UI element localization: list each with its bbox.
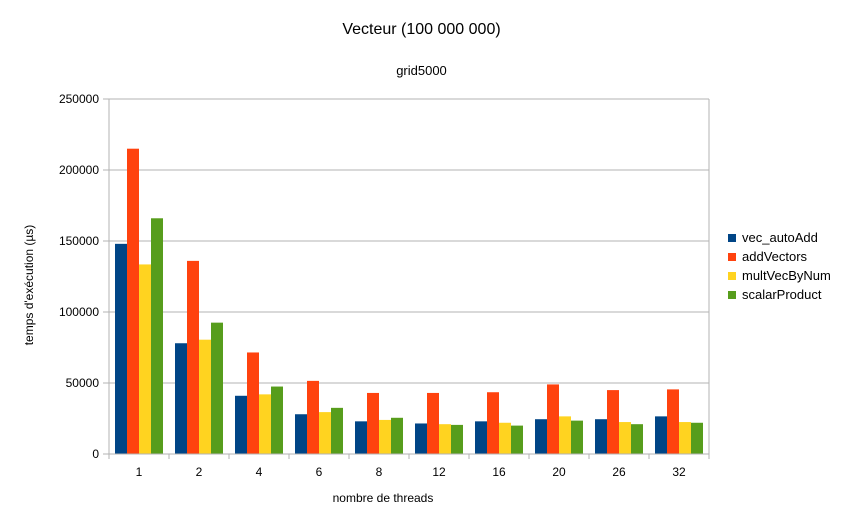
y-tick-label: 0 bbox=[92, 447, 99, 461]
bar-addVectors-8 bbox=[367, 392, 379, 454]
y-axis-label: temps d'exécution (µs) bbox=[22, 225, 36, 346]
bar-vec_autoAdd-26 bbox=[595, 419, 607, 454]
bar-multVecByNum-2 bbox=[199, 339, 211, 454]
chart-subtitle: grid5000 bbox=[396, 63, 447, 78]
y-tick-label: 250000 bbox=[59, 92, 99, 106]
bar-scalarProduct-2 bbox=[211, 322, 223, 454]
legend-item-scalarProduct: scalarProduct bbox=[728, 285, 831, 304]
y-tick-label: 150000 bbox=[59, 234, 99, 248]
x-tick-label: 2 bbox=[196, 465, 203, 479]
x-tick-label: 1 bbox=[136, 465, 143, 479]
bar-multVecByNum-12 bbox=[439, 424, 451, 454]
x-tick-label: 12 bbox=[432, 465, 446, 479]
bar-vec_autoAdd-12 bbox=[415, 423, 427, 454]
x-tick-label: 20 bbox=[552, 465, 566, 479]
bar-vec_autoAdd-20 bbox=[535, 419, 547, 454]
bar-addVectors-4 bbox=[247, 352, 259, 454]
bar-multVecByNum-32 bbox=[679, 422, 691, 454]
bar-addVectors-16 bbox=[487, 392, 499, 454]
bar-scalarProduct-20 bbox=[571, 420, 583, 454]
bars bbox=[115, 148, 703, 454]
bar-vec_autoAdd-4 bbox=[235, 395, 247, 454]
chart-title: Vecteur (100 000 000) bbox=[342, 21, 501, 38]
bar-scalarProduct-6 bbox=[331, 407, 343, 454]
legend-label: scalarProduct bbox=[742, 287, 822, 302]
x-tick-label: 4 bbox=[256, 465, 263, 479]
bar-multVecByNum-1 bbox=[139, 264, 151, 454]
bar-vec_autoAdd-16 bbox=[475, 421, 487, 454]
x-tick-label: 16 bbox=[492, 465, 506, 479]
bar-vec_autoAdd-32 bbox=[655, 416, 667, 454]
legend-swatch bbox=[728, 271, 736, 280]
bar-addVectors-32 bbox=[667, 389, 679, 454]
bar-addVectors-2 bbox=[187, 260, 199, 454]
legend-label: addVectors bbox=[742, 249, 808, 264]
legend-item-addVectors: addVectors bbox=[728, 247, 831, 266]
y-tick-label: 100000 bbox=[59, 305, 99, 319]
legend-item-vec_autoAdd: vec_autoAdd bbox=[728, 228, 831, 247]
bar-scalarProduct-4 bbox=[271, 386, 283, 454]
bar-scalarProduct-26 bbox=[631, 424, 643, 454]
bar-multVecByNum-20 bbox=[559, 416, 571, 454]
bar-addVectors-1 bbox=[127, 148, 139, 454]
bar-scalarProduct-12 bbox=[451, 424, 463, 454]
bar-multVecByNum-16 bbox=[499, 422, 511, 454]
bar-vec_autoAdd-2 bbox=[175, 343, 187, 454]
bar-addVectors-12 bbox=[427, 392, 439, 454]
bar-addVectors-6 bbox=[307, 380, 319, 454]
bar-scalarProduct-1 bbox=[151, 218, 163, 454]
bar-multVecByNum-8 bbox=[379, 419, 391, 454]
x-tick-label: 6 bbox=[316, 465, 323, 479]
bar-multVecByNum-6 bbox=[319, 412, 331, 454]
x-tick-label: 32 bbox=[672, 465, 686, 479]
x-tick-label: 8 bbox=[376, 465, 383, 479]
y-tick-label: 50000 bbox=[66, 376, 100, 390]
legend-label: multVecByNum bbox=[742, 268, 831, 283]
bar-addVectors-26 bbox=[607, 390, 619, 454]
legend-item-multVecByNum: multVecByNum bbox=[728, 266, 831, 285]
legend: vec_autoAdd addVectors multVecByNum scalarP… bbox=[728, 228, 831, 304]
bar-addVectors-20 bbox=[547, 384, 559, 454]
bar-vec_autoAdd-6 bbox=[295, 414, 307, 454]
legend-label: vec_autoAdd bbox=[742, 230, 818, 245]
bar-vec_autoAdd-1 bbox=[115, 243, 127, 454]
bar-scalarProduct-16 bbox=[511, 425, 523, 454]
legend-swatch bbox=[728, 233, 736, 242]
bar-scalarProduct-8 bbox=[391, 417, 403, 454]
x-axis-label: nombre de threads bbox=[333, 491, 434, 505]
bar-multVecByNum-4 bbox=[259, 394, 271, 454]
legend-swatch bbox=[728, 252, 736, 261]
legend-swatch bbox=[728, 290, 736, 299]
bar-scalarProduct-32 bbox=[691, 422, 703, 454]
bar-vec_autoAdd-8 bbox=[355, 421, 367, 454]
y-tick-label: 200000 bbox=[59, 163, 99, 177]
bar-multVecByNum-26 bbox=[619, 422, 631, 454]
x-tick-label: 26 bbox=[612, 465, 626, 479]
